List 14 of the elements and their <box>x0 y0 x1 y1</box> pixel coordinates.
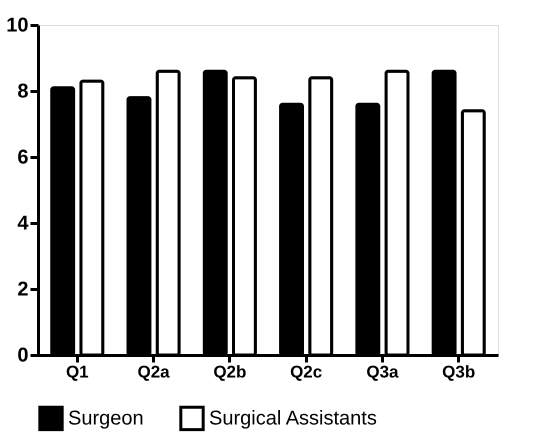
x-tick-label: Q2c <box>290 362 322 382</box>
y-tick-label: 10 <box>6 14 28 36</box>
y-tick-label: 2 <box>17 278 28 300</box>
y-tick-label: 0 <box>17 344 28 366</box>
x-tick-label: Q2b <box>213 362 246 382</box>
legend-label: Surgical Assistants <box>209 407 377 430</box>
x-tick-label: Q2a <box>138 362 170 382</box>
x-tick-label: Q3b <box>442 362 476 382</box>
x-tick-label: Q1 <box>66 362 89 382</box>
legend-label: Surgeon <box>68 407 144 430</box>
y-tick-label: 6 <box>17 146 28 168</box>
y-tick-label: 8 <box>17 80 28 102</box>
x-tick-label: Q3a <box>366 362 400 382</box>
y-tick-label: 4 <box>17 212 30 234</box>
